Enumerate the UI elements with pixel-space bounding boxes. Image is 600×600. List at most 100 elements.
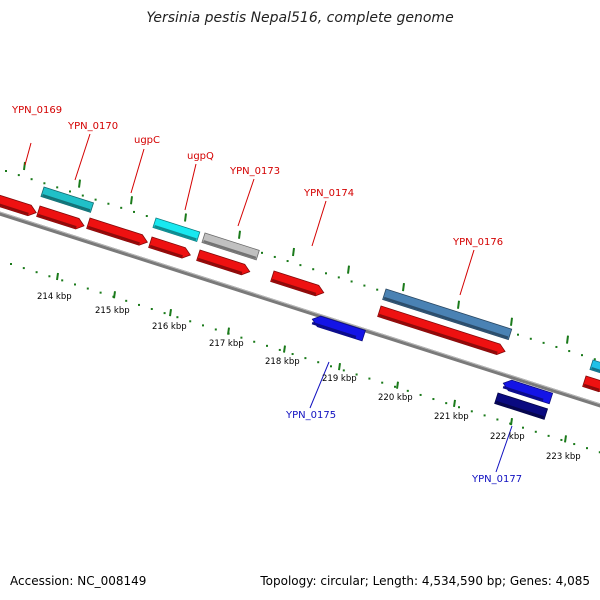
major-tick bbox=[510, 317, 513, 326]
major-tick bbox=[292, 247, 295, 257]
tick-dot bbox=[286, 260, 289, 263]
leader-line bbox=[495, 425, 513, 473]
tick-dot bbox=[509, 422, 512, 425]
gene-arrow-shadow bbox=[37, 213, 77, 229]
gene-g_mid bbox=[196, 249, 251, 276]
gene-arrow-body bbox=[589, 359, 600, 377]
tick-dot bbox=[598, 451, 600, 454]
major-tick bbox=[113, 291, 116, 299]
tick-dot bbox=[317, 361, 320, 364]
kbp-label: 215 kbp bbox=[95, 306, 130, 316]
major-tick bbox=[56, 272, 59, 281]
major-tick bbox=[238, 230, 241, 239]
tick-dot bbox=[30, 178, 33, 181]
tick-dot bbox=[496, 418, 499, 421]
leader-line bbox=[130, 148, 145, 194]
tick-dot bbox=[470, 410, 473, 413]
tick-dot bbox=[534, 430, 537, 433]
tick-dot bbox=[48, 275, 51, 278]
tick-dot bbox=[94, 198, 97, 201]
major-tick bbox=[130, 196, 133, 205]
kbp-label: 223 kbp bbox=[546, 452, 581, 462]
gene-arrow-body bbox=[270, 270, 325, 297]
gene-label-leaders bbox=[24, 133, 513, 473]
gene-arrow-shadow bbox=[271, 278, 317, 296]
tick-dot bbox=[35, 271, 38, 274]
tick-dot bbox=[86, 287, 89, 290]
tick-dot bbox=[202, 324, 204, 327]
gene-arrow-shadow bbox=[0, 201, 29, 216]
tick-dot bbox=[138, 303, 140, 306]
tick-dot bbox=[43, 182, 46, 185]
gene-ugpC bbox=[86, 217, 148, 246]
gene-arrow-shadow bbox=[149, 244, 183, 258]
gene-label: YPN_0177 bbox=[471, 474, 522, 485]
kbp-label: 219 kbp bbox=[322, 374, 357, 384]
tick-dot bbox=[330, 365, 332, 368]
gene-arrow-body bbox=[196, 249, 251, 276]
major-tick bbox=[184, 213, 187, 222]
accession-text: Accession: NC_008149 bbox=[10, 574, 147, 588]
gene-label: YPN_0173 bbox=[229, 166, 280, 177]
tick-dot bbox=[74, 283, 76, 286]
major-tick bbox=[402, 283, 405, 292]
tick-dot bbox=[163, 312, 166, 315]
gene-YPN_0169 bbox=[36, 205, 85, 230]
kbp-label: 218 kbp bbox=[265, 357, 300, 367]
tick-dot bbox=[253, 340, 256, 343]
gene-label: YPN_0176 bbox=[452, 237, 503, 248]
major-tick bbox=[347, 265, 350, 274]
kbp-label: 220 kbp bbox=[378, 393, 413, 403]
tick-dot bbox=[581, 354, 583, 357]
kbp-label: 214 kbp bbox=[37, 292, 72, 302]
tick-dot bbox=[325, 272, 327, 275]
tick-dot bbox=[593, 358, 596, 361]
tick-dot bbox=[5, 170, 7, 172]
tick-dot bbox=[299, 264, 302, 267]
gene-arrow-body bbox=[148, 236, 191, 259]
tick-dot bbox=[22, 267, 25, 270]
gene-arrow-shadow bbox=[42, 193, 91, 212]
gene-arrow-shadow bbox=[203, 239, 257, 260]
tick-dot bbox=[150, 308, 153, 311]
tick-dot bbox=[547, 434, 550, 437]
leader-line bbox=[24, 142, 32, 166]
tick-dot bbox=[214, 328, 217, 331]
leader-line bbox=[184, 163, 197, 211]
gene-arrow-shadow bbox=[311, 321, 357, 339]
major-tick bbox=[510, 418, 513, 426]
gene-arrow-body bbox=[382, 288, 513, 341]
gene-YPN_0173 bbox=[201, 232, 260, 261]
gene-arrow-body bbox=[36, 205, 85, 230]
gene-features bbox=[0, 186, 600, 420]
tick-dot bbox=[304, 357, 307, 360]
tick-dot bbox=[176, 316, 179, 319]
tick-dot bbox=[291, 353, 294, 356]
gene-arrow-shadow bbox=[154, 224, 197, 241]
gene-label: YPN_0170 bbox=[67, 121, 118, 132]
tick-dot bbox=[278, 348, 281, 351]
tick-dot bbox=[555, 345, 558, 348]
tick-dot bbox=[337, 276, 340, 279]
tick-dot bbox=[483, 414, 486, 417]
gene-YPN_0176 bbox=[382, 288, 513, 341]
tick-dot bbox=[120, 206, 123, 209]
gene-YPN_0174 bbox=[270, 270, 325, 297]
gene-arrow-shadow bbox=[87, 225, 140, 245]
gene-arrow-shadow bbox=[495, 400, 545, 419]
major-tick bbox=[169, 308, 172, 317]
gene-arrow-body bbox=[311, 315, 366, 342]
tick-dot bbox=[342, 369, 345, 372]
gene-arrow-body bbox=[494, 392, 549, 420]
tick-dot bbox=[419, 393, 422, 396]
leader-line bbox=[74, 133, 91, 181]
gene-g_left bbox=[0, 193, 37, 217]
tick-dot bbox=[432, 398, 435, 401]
tick-dot bbox=[542, 341, 545, 344]
gene-arrow-shadow bbox=[378, 313, 498, 355]
tick-dot bbox=[273, 255, 276, 258]
tick-dot bbox=[312, 268, 315, 271]
genome-backbone bbox=[0, 211, 600, 408]
tick-dot bbox=[350, 280, 353, 283]
